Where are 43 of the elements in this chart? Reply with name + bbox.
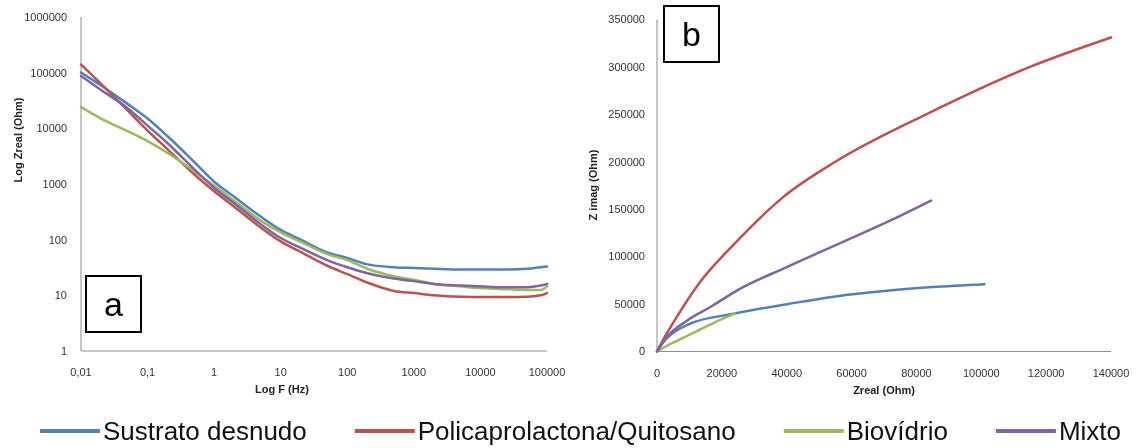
x-tick-label: 140000 — [1092, 366, 1130, 379]
line-series — [655, 199, 933, 353]
legend-label: Policaprolactona/Quitosano — [417, 416, 736, 446]
y-tick-label: 10000 — [36, 122, 67, 135]
annotation: b — [682, 15, 701, 53]
annotation: a — [104, 285, 124, 323]
x-tick-label: 0,01 — [70, 366, 92, 378]
x-tick-label: 120000 — [1027, 366, 1065, 379]
y-tick-label: 150000 — [608, 203, 645, 216]
y-axis-title: Z imag (Ohm) — [587, 149, 599, 221]
x-tick-label: 20000 — [706, 366, 738, 379]
y-tick-label: 350000 — [608, 13, 645, 26]
x-tick-label: 10 — [274, 366, 287, 378]
y-axis-title: Log Zreal (Ohm) — [12, 97, 24, 183]
legend-label: Sustrato desnudo — [102, 416, 307, 446]
x-tick-label: 100000 — [528, 366, 566, 378]
x-tick-label: 0,1 — [139, 366, 156, 378]
y-tick-label: 100000 — [30, 66, 67, 79]
y-tick-label: 1000 — [42, 177, 67, 190]
legend-label: Biovídrio — [846, 416, 948, 446]
x-tick-label: 10000 — [465, 366, 496, 378]
y-tick-label: 300000 — [608, 60, 645, 73]
y-tick-label: 0 — [638, 345, 645, 358]
x-tick-label: 40000 — [771, 366, 803, 379]
x-tick-label: 100 — [338, 366, 357, 378]
x-tick-label: 80000 — [901, 366, 932, 379]
x-tick-label: 60000 — [836, 366, 867, 379]
y-tick-label: 100 — [48, 233, 67, 246]
y-tick-label: 1 — [60, 344, 67, 357]
y-tick-label: 1000000 — [24, 10, 67, 23]
legend-label: Mixto — [1058, 416, 1122, 446]
x-tick-label: 100000 — [962, 366, 1000, 379]
y-tick-label: 10 — [54, 289, 67, 302]
line-series — [655, 312, 737, 353]
y-tick-label: 100000 — [608, 250, 645, 263]
y-tick-label: 200000 — [608, 155, 645, 168]
x-axis-title: Zreal (Ohm) — [853, 383, 916, 396]
x-tick-label: 0 — [653, 366, 661, 379]
x-tick-label: 1000 — [401, 366, 427, 378]
x-axis-title: Log F (Hz) — [255, 383, 310, 395]
y-tick-label: 50000 — [614, 297, 645, 310]
y-tick-label: 250000 — [608, 108, 645, 121]
x-tick-label: 1 — [211, 366, 218, 378]
